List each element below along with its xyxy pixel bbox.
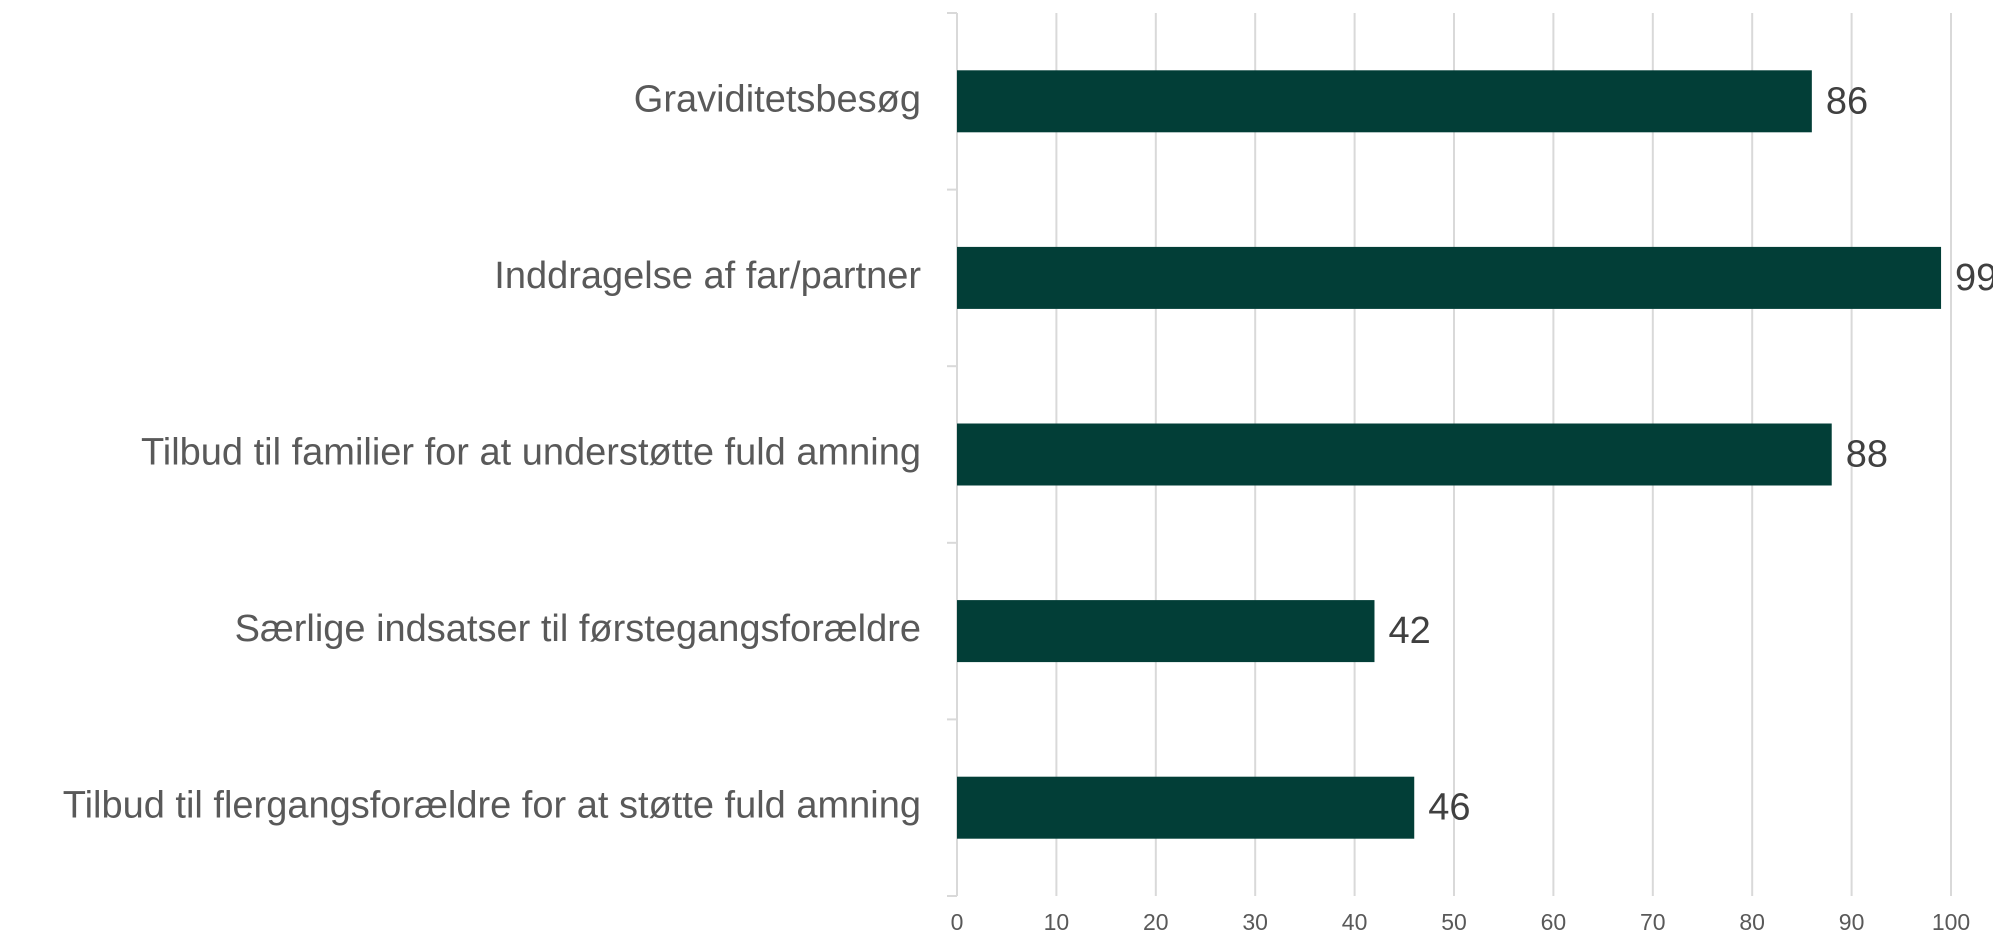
x-tick-label: 60 (1541, 909, 1567, 935)
x-tick-label: 50 (1441, 909, 1467, 935)
bar (957, 246, 1942, 309)
data-label: 86 (1826, 80, 1868, 122)
data-label: 46 (1428, 787, 1470, 829)
x-tick-label: 0 (951, 909, 964, 935)
x-tick-label: 20 (1143, 909, 1169, 935)
x-tick-label: 80 (1739, 909, 1765, 935)
data-label: 99 (1955, 257, 1993, 299)
x-tick-label: 70 (1640, 909, 1666, 935)
x-tick-label: 100 (1932, 909, 1970, 935)
bar (957, 600, 1375, 663)
bar (957, 776, 1415, 839)
x-tick-label: 30 (1242, 909, 1268, 935)
x-tick-label: 40 (1342, 909, 1368, 935)
y-tick-label: Særlige indsatser til førstegangsforældr… (235, 608, 921, 650)
data-label: 88 (1846, 434, 1888, 476)
x-tick-label: 10 (1044, 909, 1070, 935)
y-tick-label: Tilbud til flergangsforældre for at støt… (63, 785, 921, 827)
y-tick-label: Inddragelse af far/partner (494, 255, 921, 297)
y-tick-label: Tilbud til familier for at understøtte f… (141, 432, 921, 474)
y-tick-label: Graviditetsbesøg (634, 78, 921, 120)
bar (957, 423, 1832, 486)
x-tick-label: 90 (1839, 909, 1865, 935)
bar (957, 70, 1812, 133)
data-label: 42 (1388, 610, 1430, 652)
